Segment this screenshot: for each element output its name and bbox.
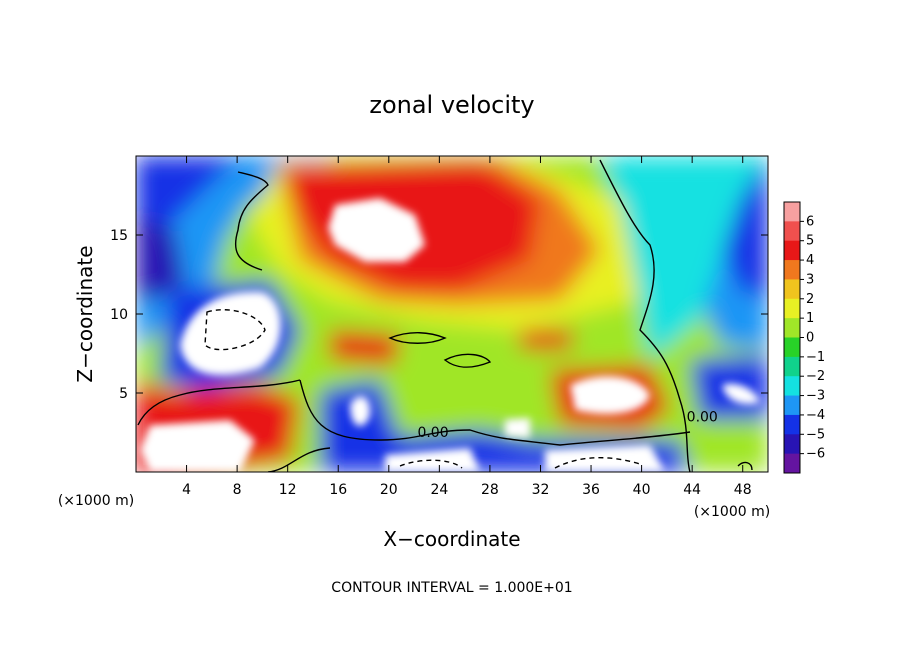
chart-title: zonal velocity — [369, 91, 534, 119]
colorbar-label-5: 1 — [806, 311, 814, 326]
colorbar-label-4: 2 — [806, 292, 814, 307]
y-tick-label-5: 5 — [119, 386, 128, 402]
x-tick-label-40: 40 — [633, 482, 651, 498]
colorbar-swatch-10 — [784, 395, 800, 416]
contour-line-6 — [443, 353, 492, 368]
colorbar-label-10: −4 — [806, 408, 825, 423]
field-region-2 — [136, 215, 185, 300]
colorbar-swatch-4 — [784, 279, 800, 300]
contour-line-5 — [388, 332, 447, 344]
y-tick-label-10: 10 — [110, 307, 128, 323]
contour-line-7 — [204, 309, 266, 351]
field-region-17 — [520, 330, 575, 350]
field-region-20 — [180, 291, 281, 376]
colorbar-label-0: 6 — [806, 214, 814, 229]
colorbar-swatch-5 — [784, 298, 800, 319]
colorbar-swatch-7 — [784, 337, 800, 358]
x-tick-label-20: 20 — [380, 482, 398, 498]
colorbar-swatch-1 — [784, 221, 800, 242]
x-tick-label-28: 28 — [481, 482, 499, 498]
heatmap-field — [136, 156, 768, 472]
x-tick-label-32: 32 — [532, 482, 550, 498]
colorbar-swatch-9 — [784, 376, 800, 397]
field-region-27 — [505, 418, 530, 438]
y-tick-label-15: 15 — [110, 228, 128, 244]
x-tick-label-12: 12 — [279, 482, 297, 498]
field-region-23 — [385, 448, 480, 472]
contour-line-2 — [137, 379, 301, 426]
field-region-24 — [545, 445, 665, 472]
field-region-22 — [140, 420, 255, 472]
contour-line-4 — [267, 447, 331, 472]
x-axis-label: X−coordinate — [383, 527, 520, 551]
colorbar-label-2: 4 — [806, 253, 814, 268]
colorbar: 6 5 4 3 2 1 0 −1 −2 −3 −4 −5 −6 — [783, 201, 825, 474]
field-region-26 — [350, 396, 371, 427]
field-region-16 — [330, 330, 400, 365]
colorbar-label-11: −5 — [806, 427, 825, 442]
field-region-19 — [328, 198, 425, 262]
x-unit-left: (×1000 m) — [58, 493, 134, 509]
contour-interval-note: CONTOUR INTERVAL = 1.000E+01 — [331, 580, 572, 596]
colorbar-swatch-3 — [784, 260, 800, 280]
contour-line-1 — [599, 159, 691, 472]
colorbar-swatch-8 — [784, 356, 800, 377]
colorbar-swatch-13 — [784, 453, 800, 474]
colorbar-swatch-12 — [784, 434, 800, 455]
field-region-21 — [570, 376, 650, 415]
x-tick-label-48: 48 — [734, 482, 752, 498]
contour-line-3 — [299, 379, 691, 446]
x-tick-label-36: 36 — [582, 482, 600, 498]
x-tick-label-44: 44 — [683, 482, 701, 498]
colorbar-label-6: 0 — [806, 331, 814, 346]
colorbar-label-8: −2 — [806, 369, 825, 384]
contour-line-0 — [234, 171, 269, 271]
contour-label-1: 0.00 — [687, 409, 718, 425]
colorbar-swatch-11 — [784, 414, 800, 435]
colorbar-label-7: −1 — [806, 350, 825, 365]
colorbar-swatch-6 — [784, 318, 800, 338]
x-unit-right: (×1000 m) — [694, 504, 770, 520]
x-tick-label-8: 8 — [233, 482, 242, 498]
colorbar-label-9: −3 — [806, 389, 825, 404]
contour-line-10 — [737, 461, 753, 471]
x-tick-label-4: 4 — [182, 482, 191, 498]
colorbar-label-3: 3 — [806, 272, 814, 287]
colorbar-swatch-2 — [784, 240, 800, 261]
y-axis-label: Z−coordinate — [73, 245, 97, 382]
x-tick-label-16: 16 — [329, 482, 347, 498]
field-region-5 — [600, 156, 768, 360]
colorbar-label-12: −6 — [806, 447, 825, 462]
colorbar-swatch-0 — [784, 202, 800, 222]
contour-label-0: 0.00 — [417, 425, 448, 441]
colorbar-label-1: 5 — [806, 234, 814, 249]
x-tick-label-24: 24 — [430, 482, 448, 498]
field-region-25 — [722, 383, 760, 405]
